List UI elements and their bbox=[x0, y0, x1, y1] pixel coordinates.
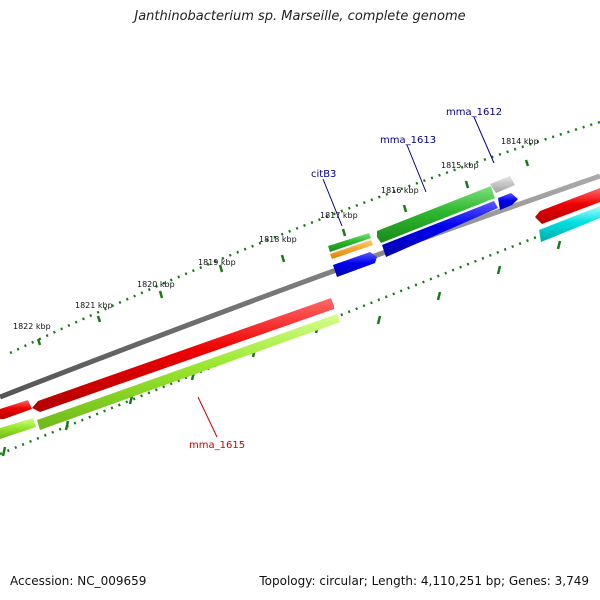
gene-label-mma1612[interactable]: mma_1612 bbox=[446, 107, 502, 118]
tick-label-1815: 1815 kbp bbox=[441, 161, 479, 170]
map-title: Janthinobacterium sp. Marseille, complet… bbox=[134, 9, 466, 24]
accession-text: Accession: NC_009659 bbox=[10, 574, 147, 588]
gene-feature-orange-citB3[interactable] bbox=[330, 240, 373, 259]
gene-feature-lime-mma1615[interactable] bbox=[37, 314, 340, 430]
genome-backbone bbox=[0, 173, 600, 400]
tick-label-1816: 1816 kbp bbox=[381, 186, 419, 195]
tick-label-1820: 1820 kbp bbox=[137, 280, 175, 289]
gene-feature-cyan-right[interactable] bbox=[539, 206, 600, 242]
outer-major-ticks bbox=[36, 159, 530, 346]
outer-ruler-dots bbox=[9, 120, 600, 355]
tick-label-1818: 1818 kbp bbox=[259, 235, 297, 244]
gene-feature-green-mma1613[interactable] bbox=[377, 186, 495, 243]
tick-label-1819: 1819 kbp bbox=[198, 258, 236, 267]
tick-label-1814: 1814 kbp bbox=[501, 137, 539, 146]
gene-feature-grey[interactable] bbox=[490, 176, 515, 193]
gene-feature-green-citB3[interactable] bbox=[328, 233, 371, 252]
inner-major-ticks bbox=[1, 240, 562, 457]
tick-label-1821: 1821 kbp bbox=[75, 301, 113, 310]
gene-feature-blue-mma1613[interactable] bbox=[382, 201, 498, 257]
tick-label-1822: 1822 kbp bbox=[13, 322, 51, 331]
genome-stats-text: Topology: circular; Length: 4,110,251 bp… bbox=[259, 574, 589, 588]
gene-label-mma1615[interactable]: mma_1615 bbox=[189, 440, 245, 451]
gene-feature-blue-mma1612[interactable] bbox=[498, 193, 518, 210]
gene-label-mma1613[interactable]: mma_1613 bbox=[380, 135, 436, 146]
gene-feature-red-left[interactable] bbox=[0, 400, 32, 419]
gene-feature-red-right[interactable] bbox=[535, 188, 600, 224]
tick-label-1817: 1817 kbp bbox=[320, 211, 358, 220]
gene-feature-lime-left[interactable] bbox=[0, 418, 36, 439]
label-leader-lines bbox=[197, 116, 495, 438]
gene-label-citB3[interactable]: citB3 bbox=[311, 169, 336, 180]
gene-feature-blue-citB3[interactable] bbox=[333, 252, 377, 277]
gene-feature-red-mma1615-adjacent[interactable] bbox=[32, 298, 334, 412]
